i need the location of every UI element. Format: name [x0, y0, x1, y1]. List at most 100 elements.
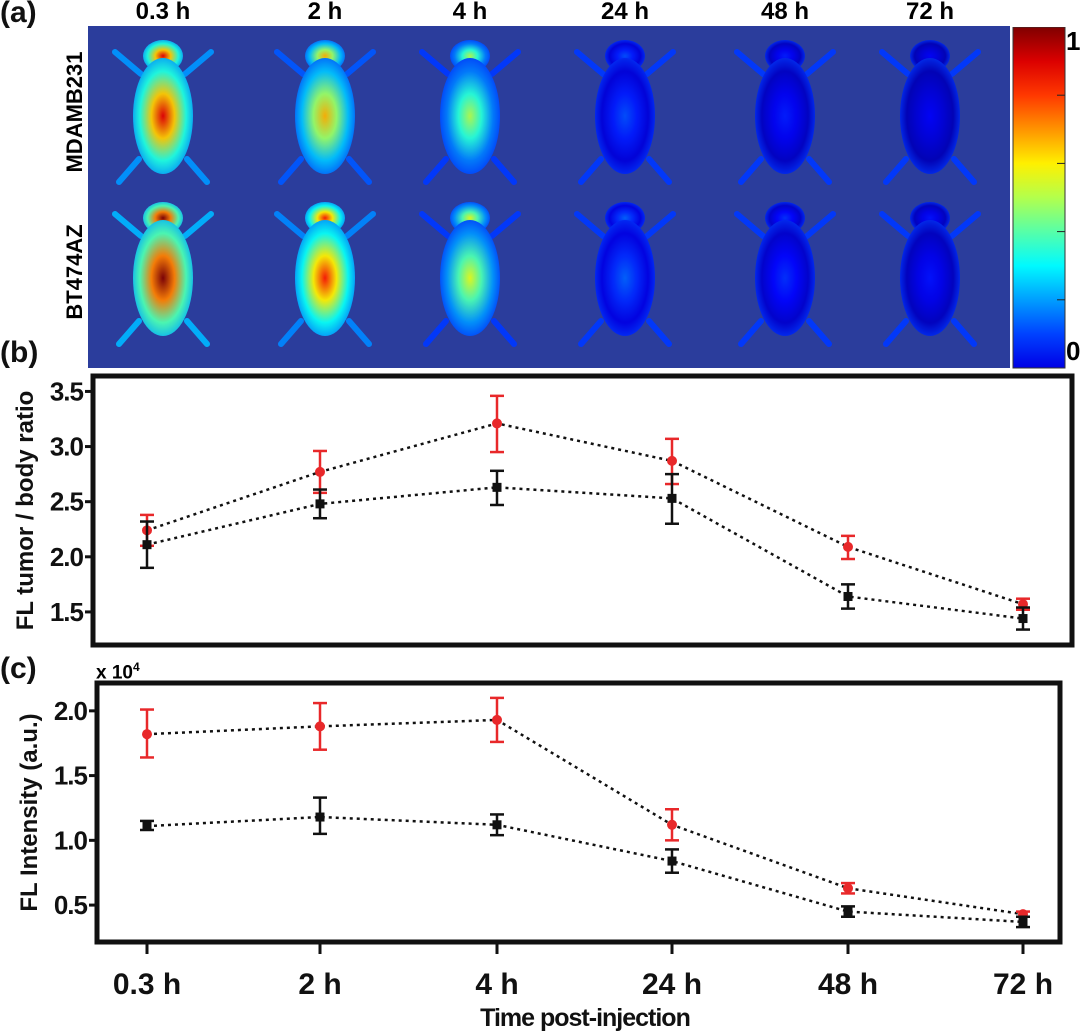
mouse-leg: [184, 318, 210, 347]
x-tick-label: 2 h: [298, 968, 341, 1001]
row-label-bt474az: BT474AZ: [62, 224, 87, 320]
y-tick-label: 1.5: [50, 597, 84, 627]
panel-c-label: (c): [0, 652, 37, 685]
x-tick-label: 72 h: [993, 968, 1053, 1001]
mouse-arm: [644, 49, 676, 77]
time-header: 48 h: [760, 0, 810, 25]
mouse-leg: [491, 156, 517, 185]
data-point: [142, 540, 152, 550]
y-tick-label: 2.5: [50, 487, 84, 517]
data-point: [315, 499, 325, 509]
data-point: [667, 455, 677, 466]
colorbar-max-label: 1: [1066, 26, 1081, 56]
mouse-image: [419, 40, 521, 185]
data-point: [492, 482, 502, 492]
mouse-body: [440, 220, 500, 336]
y-tick-label: 2.0: [54, 696, 88, 726]
data-point: [843, 883, 853, 894]
mouse-leg: [951, 318, 977, 347]
mouse-arm: [112, 211, 144, 239]
y-tick-label: 1.5: [54, 761, 88, 791]
data-point: [1018, 614, 1028, 624]
mouse-leg: [883, 318, 909, 347]
mouse-leg: [346, 156, 372, 185]
mouse-arm: [644, 211, 676, 239]
mouse-arm: [734, 49, 766, 77]
mouse-arm: [734, 211, 766, 239]
mouse-body: [595, 220, 655, 336]
mouse-image: [574, 40, 676, 185]
colorbar: [1012, 27, 1066, 369]
plot-frame: [90, 373, 1075, 648]
mouse-leg: [646, 318, 672, 347]
y-tick-label: 1.0: [54, 825, 88, 855]
mouse-leg: [738, 156, 764, 185]
chart-c: 0.5 1.0 1.5 2.0 FL Intensity (a.u.) 0.3 h 2 h 4…: [16, 680, 1063, 1032]
mouse-arm: [344, 211, 376, 239]
mouse-image: [734, 40, 836, 185]
mouse-arm: [574, 49, 606, 77]
data-point: [315, 721, 325, 732]
x-axis-label: Time post-injection: [480, 1004, 690, 1032]
time-header: 2 h: [307, 0, 343, 25]
data-point: [843, 541, 853, 552]
series-line: [146, 815, 1024, 924]
mouse-leg: [806, 318, 832, 347]
series-line: [146, 486, 1024, 620]
mouse-leg: [116, 156, 142, 185]
mouse-arm: [274, 211, 306, 239]
mouse-image: [274, 40, 376, 185]
colorbar-min-label: 0: [1066, 336, 1081, 366]
mouse-arm: [274, 49, 306, 77]
x-tick-label: 0.3 h: [113, 968, 181, 1001]
mouse-image: [879, 202, 981, 347]
image-background: [88, 26, 1010, 368]
series-line: [146, 422, 1024, 606]
x-tick-label: 48 h: [818, 968, 878, 1001]
y-tick-label: 3.0: [50, 432, 84, 462]
mouse-leg: [278, 156, 304, 185]
mouse-leg: [578, 156, 604, 185]
y-axis-label: FL Intensity (a.u.): [16, 713, 43, 911]
mouse-arm: [344, 49, 376, 77]
mouse-leg: [423, 318, 449, 347]
data-point: [142, 729, 152, 740]
row-label-mdamb231: MDAMB231: [62, 51, 87, 173]
mouse-image: [112, 40, 214, 185]
y-tick-label: 2.0: [50, 542, 84, 572]
time-header: 0.3 h: [135, 0, 191, 25]
mouse-leg: [578, 318, 604, 347]
data-point: [142, 821, 152, 831]
mouse-image: [112, 202, 214, 347]
data-point: [843, 907, 853, 917]
mouse-body: [900, 58, 960, 174]
mouse-image: [274, 202, 376, 347]
mouse-arm: [949, 49, 981, 77]
mouse-image: [419, 202, 521, 347]
mouse-body: [755, 58, 815, 174]
data-point: [1018, 917, 1028, 927]
data-point: [492, 714, 502, 725]
mouse-leg: [184, 156, 210, 185]
mouse-arm: [112, 49, 144, 77]
data-point: [492, 820, 502, 830]
mouse-leg: [806, 156, 832, 185]
mouse-arm: [489, 49, 521, 77]
mouse-body: [133, 58, 193, 174]
mouse-body: [295, 220, 355, 336]
mouse-arm: [804, 211, 836, 239]
mouse-body: [295, 58, 355, 174]
mouse-arm: [574, 211, 606, 239]
mouse-leg: [346, 318, 372, 347]
data-point: [843, 591, 853, 601]
y-tick-label: 0.5: [54, 890, 88, 920]
series-line: [146, 718, 1024, 916]
y-tick-label: 3.5: [50, 376, 84, 406]
mouse-leg: [491, 318, 517, 347]
fluorescence-image-grid: [88, 26, 1010, 368]
chart-b: 1.5 2.0 2.5 3.0 3.5 FL tumor / body ratio: [12, 373, 1075, 648]
panel-b-label: (b): [0, 336, 39, 369]
mouse-leg: [278, 318, 304, 347]
mouse-body: [595, 58, 655, 174]
time-header: 4 h: [452, 0, 488, 25]
